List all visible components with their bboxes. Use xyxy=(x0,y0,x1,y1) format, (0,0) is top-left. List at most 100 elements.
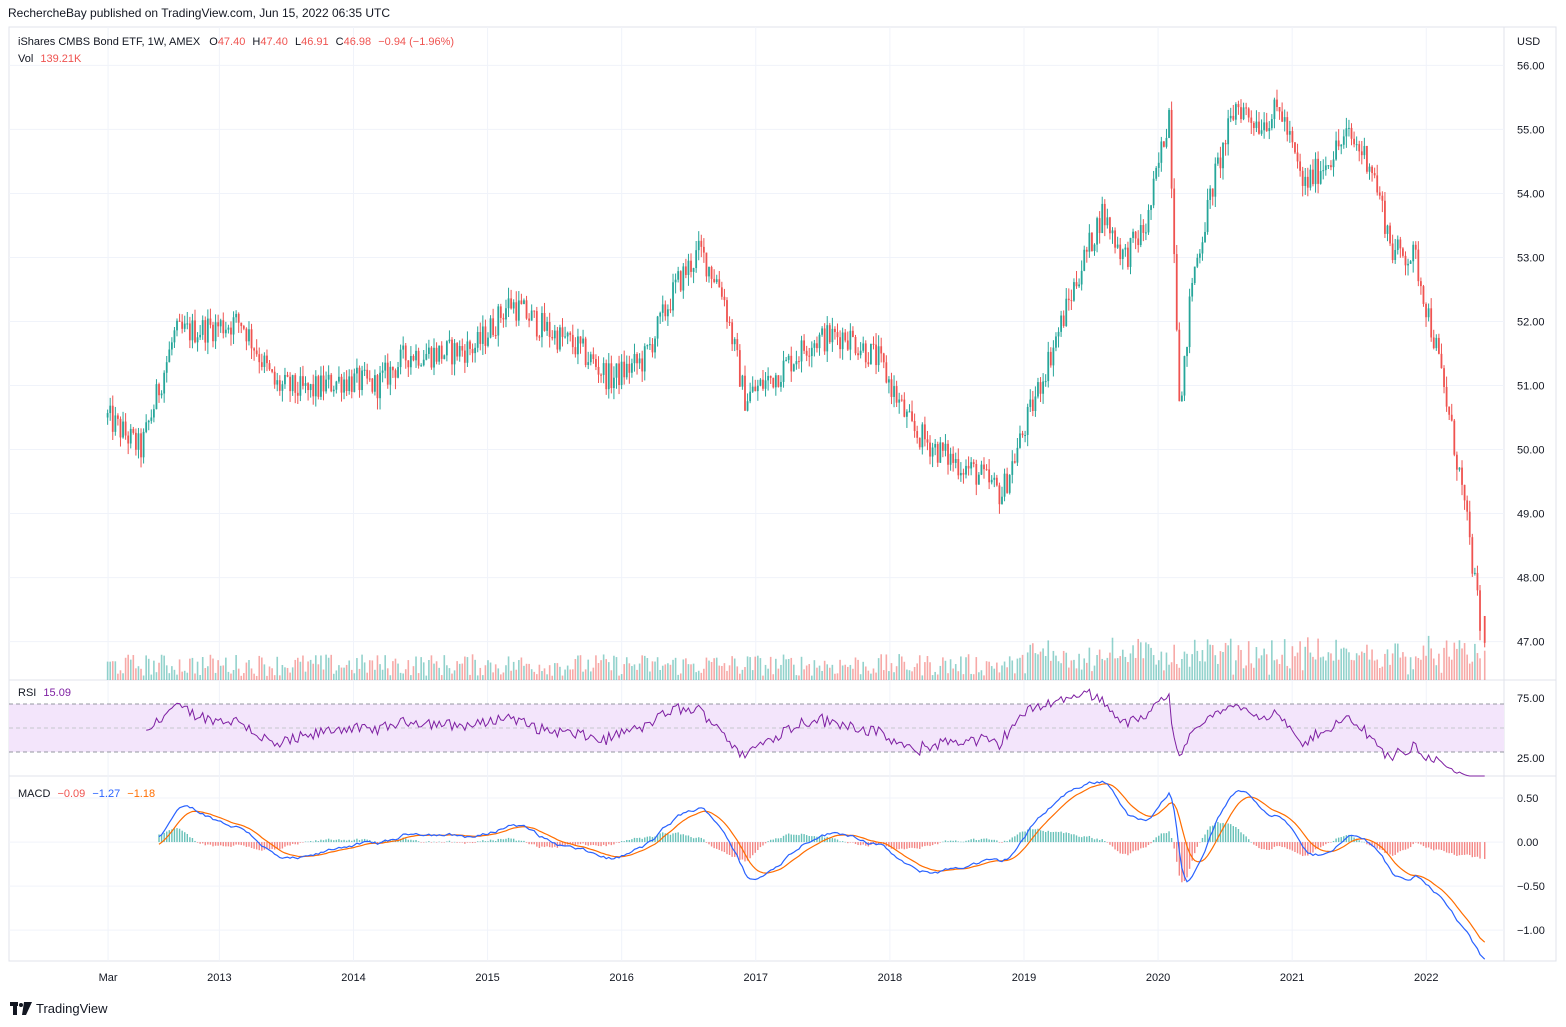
volume-bar xyxy=(1445,640,1448,680)
volume-bar xyxy=(237,668,240,680)
volume-bar xyxy=(127,654,129,680)
macd-hist-bar xyxy=(1209,826,1211,843)
volume-bar xyxy=(1224,642,1227,680)
volume-bar xyxy=(1029,644,1032,680)
volume-bar xyxy=(1309,652,1312,680)
volume-bar xyxy=(638,663,641,680)
candle-body xyxy=(1114,230,1116,248)
volume-bar xyxy=(1458,640,1461,680)
volume-bar xyxy=(1119,656,1122,680)
volume-bar xyxy=(1325,660,1327,680)
volume-bar xyxy=(1055,655,1057,680)
macd-hist-bar xyxy=(302,842,304,843)
volume-bar xyxy=(1204,661,1206,680)
candle-body xyxy=(564,336,566,338)
macd-hist-bar xyxy=(1391,842,1394,856)
candle-body xyxy=(1085,249,1088,252)
candle-body xyxy=(376,375,379,399)
volume-bar xyxy=(1427,635,1430,680)
rsi-band xyxy=(9,704,1504,752)
macd-hist-bar xyxy=(536,842,538,847)
volume-bar xyxy=(1235,660,1237,680)
candle-body xyxy=(1134,231,1137,239)
candle-body xyxy=(1234,104,1237,120)
volume-bar xyxy=(1438,653,1440,680)
candle-body xyxy=(995,477,998,486)
volume-bar xyxy=(1371,649,1373,680)
price-tick-label: 54.00 xyxy=(1517,188,1545,200)
candle-body xyxy=(769,375,772,378)
candle-body xyxy=(790,355,793,372)
volume-bar xyxy=(1034,653,1037,680)
candle-body xyxy=(1296,152,1299,162)
candle-body xyxy=(990,479,993,483)
volume-bar xyxy=(749,657,751,680)
macd-hist-bar xyxy=(996,840,998,843)
volume-bar xyxy=(1186,653,1188,680)
candle-body xyxy=(1283,117,1286,122)
volume-bar xyxy=(710,661,713,680)
candle-body xyxy=(294,375,297,393)
macd-hist-bar xyxy=(160,834,163,843)
volume-bar xyxy=(793,664,795,680)
tradingview-logo-icon xyxy=(10,1002,32,1015)
candle-body xyxy=(697,240,700,251)
rsi-tick-label: 75.00 xyxy=(1517,693,1545,705)
tradingview-logo[interactable]: TradingView xyxy=(10,1001,108,1016)
macd-hist-bar xyxy=(446,841,448,843)
volume-bar xyxy=(600,660,602,680)
volume-bar xyxy=(1075,668,1078,680)
macd-hist-bar xyxy=(1062,833,1065,843)
volume-bar xyxy=(1443,647,1445,680)
volume-bar xyxy=(1070,660,1073,680)
macd-hist-bar xyxy=(1327,842,1330,843)
volume-bar xyxy=(160,654,163,680)
candle-body xyxy=(317,376,320,397)
volume-bar xyxy=(1432,658,1435,680)
macd-hist-bar xyxy=(934,842,936,844)
macd-hist-bar xyxy=(780,837,782,843)
volume-bar xyxy=(574,658,577,680)
price-tick-label: 49.00 xyxy=(1517,509,1545,521)
macd-hist-bar xyxy=(423,842,425,843)
macd-hist-bar xyxy=(1299,842,1301,855)
macd-hist-bar xyxy=(808,836,810,843)
candle-body xyxy=(643,346,646,372)
macd-hist-bar xyxy=(875,842,877,845)
candle-body xyxy=(1384,200,1386,234)
macd-hist-bar xyxy=(202,842,204,844)
candle-body xyxy=(1427,308,1430,318)
volume-bar xyxy=(464,656,466,680)
volume-bar xyxy=(571,669,574,680)
volume-bar xyxy=(811,675,813,680)
volume-bar xyxy=(911,671,913,680)
volume-bar xyxy=(235,655,237,680)
macd-hist-bar xyxy=(929,842,931,847)
candle-body xyxy=(959,472,962,476)
candle-body xyxy=(312,384,315,397)
candle-body xyxy=(1273,99,1276,120)
macd-hist-bar xyxy=(1358,840,1360,843)
macd-hist-bar xyxy=(456,842,458,843)
candle-body xyxy=(746,401,749,411)
candle-body xyxy=(1106,217,1109,226)
volume-bar xyxy=(338,665,340,680)
volume-bar xyxy=(456,661,458,680)
volume-bar xyxy=(813,660,816,680)
candle-body xyxy=(723,296,726,301)
volume-bar xyxy=(255,675,258,680)
macd-hist-bar xyxy=(497,838,499,843)
macd-hist-bar xyxy=(1314,842,1317,850)
volume-bar xyxy=(435,661,438,680)
candle-body xyxy=(1437,337,1440,354)
chart-area[interactable]: 56.0055.0054.0053.0052.0051.0050.0049.00… xyxy=(0,0,1566,1000)
volume-bar xyxy=(536,674,538,680)
volume-bar xyxy=(697,670,700,680)
candle-body xyxy=(1404,255,1407,266)
volume-bar xyxy=(299,661,302,680)
candle-body xyxy=(988,469,991,483)
candle-body xyxy=(559,327,561,350)
volume-bar xyxy=(320,655,322,680)
macd-hist-bar xyxy=(530,842,533,845)
candle-body xyxy=(1232,115,1235,120)
